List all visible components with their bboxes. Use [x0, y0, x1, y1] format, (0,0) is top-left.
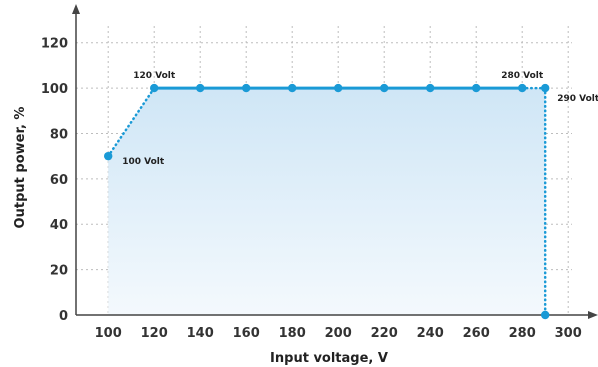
x-tick-label: 200 [325, 326, 352, 341]
y-tick-label: 60 [50, 173, 68, 188]
data-point [288, 84, 296, 92]
data-point [426, 84, 434, 92]
area-fill [108, 88, 545, 315]
data-label: 120 Volt [133, 71, 176, 81]
area-under-curve [108, 88, 545, 315]
data-point [518, 84, 526, 92]
data-point [196, 84, 204, 92]
data-point [242, 84, 250, 92]
data-point [104, 152, 112, 160]
y-axis-arrow [72, 4, 80, 14]
x-tick-label: 260 [463, 326, 490, 341]
data-point [541, 311, 549, 319]
data-point [150, 84, 158, 92]
x-tick-label: 140 [187, 326, 214, 341]
x-tick-label: 220 [371, 326, 398, 341]
x-tick-label: 100 [95, 326, 122, 341]
x-axis-arrow [588, 311, 598, 319]
data-point [334, 84, 342, 92]
data-point [380, 84, 388, 92]
y-tick-label: 100 [41, 82, 68, 97]
y-tick-label: 20 [50, 264, 68, 279]
x-tick-label: 160 [233, 326, 260, 341]
x-tick-label: 120 [141, 326, 168, 341]
x-axis-title: Input voltage, V [270, 351, 388, 366]
data-point [472, 84, 480, 92]
data-point [541, 84, 549, 92]
data-label: 280 Volt [501, 71, 544, 81]
y-tick-label: 0 [59, 309, 68, 324]
data-label: 290 Volt [557, 94, 598, 104]
x-tick-label: 280 [509, 326, 536, 341]
x-tick-label: 240 [417, 326, 444, 341]
x-tick-label: 300 [555, 326, 582, 341]
y-tick-label: 40 [50, 218, 68, 233]
y-axis-title: Output power, % [13, 107, 28, 229]
data-label: 100 Volt [122, 157, 165, 167]
y-tick-label: 80 [50, 127, 68, 142]
y-tick-label: 120 [41, 37, 68, 52]
x-tick-label: 180 [279, 326, 306, 341]
